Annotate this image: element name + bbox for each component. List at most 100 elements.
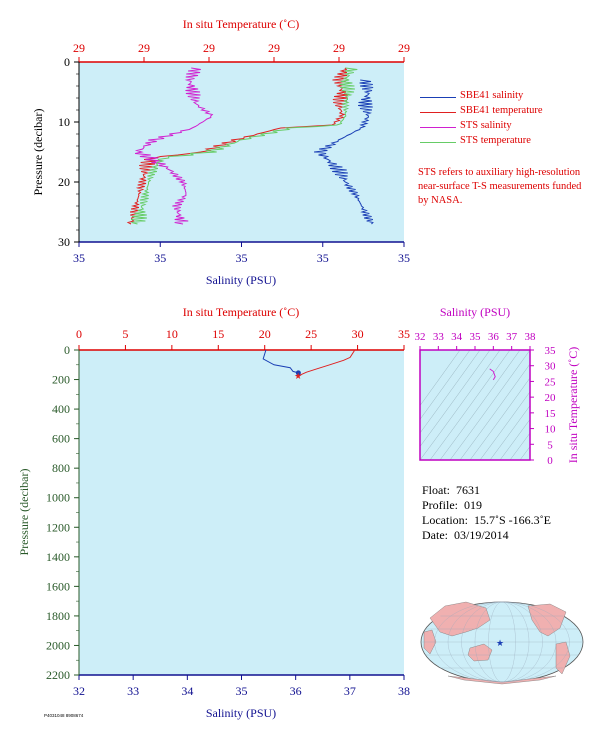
- salinity-end-marker: [295, 370, 301, 376]
- legend-swatch-sts-salinity: [420, 127, 456, 128]
- main-panel: In situ Temperature (˚C) 0 5 10 15 20 25 30 35 …: [17, 305, 410, 720]
- ts-density-contours: [420, 350, 530, 460]
- series-line-sbe41-salinity: [314, 79, 374, 225]
- salinity-tick-label: 35: [73, 251, 85, 265]
- ts-temp-tick-label: 20: [545, 392, 557, 404]
- series-line-sts-salinity: [134, 67, 214, 225]
- float-info: Float: 7631 Profile: 019 Location: 15.7˚…: [422, 483, 551, 543]
- date-label: Date:: [422, 528, 448, 542]
- ts-profile-line: [489, 368, 496, 381]
- density-contour: [420, 350, 471, 420]
- ts-salinity-tick-label: 37: [506, 331, 518, 343]
- temp-tick-label: 29: [333, 41, 345, 55]
- ts-salinity-tick-label: 33: [433, 331, 445, 343]
- salinity-tick-label: 32: [73, 684, 85, 698]
- main-panel-salinity-tick-labels: 32 33 34 35 36 37 38: [73, 684, 410, 698]
- ts-panel: Salinity (PSU) 32 33 34 35 36 37 38 0 5 10 15 20 25…: [415, 305, 581, 467]
- main-panel-ticks: [74, 345, 405, 680]
- density-contour: [420, 350, 461, 406]
- top-panel-temp-axis-title: In situ Temperature (˚C): [183, 17, 300, 31]
- legend-label: SBE41 salinity: [460, 90, 524, 101]
- location-row: Location: 15.7˚S -166.3˚E: [422, 513, 551, 528]
- legend-swatch-sts-temperature: [420, 142, 456, 143]
- legend-item: STS temperature: [418, 135, 543, 150]
- legend-item: SBE41 salinity: [418, 90, 543, 105]
- main-panel-pressure-axis-title: Pressure (decibar): [17, 469, 31, 556]
- ts-salinity-tick-label: 34: [451, 331, 463, 343]
- salinity-tick-label: 37: [344, 684, 356, 698]
- temp-tick-label: 25: [305, 327, 317, 341]
- location-label: Location:: [422, 513, 468, 527]
- ts-temp-tick-label: 10: [545, 424, 557, 436]
- temp-tick-label: 29: [73, 41, 85, 55]
- series-line-salinity: [262, 349, 299, 374]
- pressure-tick-label: 1400: [46, 550, 70, 564]
- ts-panel-temp-tick-labels: 0 5 10 15 20 25 30 35: [545, 345, 557, 467]
- main-panel-temp-tick-labels: 0 5 10 15 20 25 30 35: [76, 327, 410, 341]
- salinity-tick-label: 33: [127, 684, 139, 698]
- top-panel-pressure-tick-labels: 0 10 20 30: [58, 55, 70, 249]
- pressure-tick-label: 1800: [46, 609, 70, 623]
- top-panel-salinity-axis-title: Salinity (PSU): [206, 273, 276, 287]
- ts-temp-tick-label: 15: [545, 408, 557, 420]
- ts-plot-area: [420, 350, 530, 460]
- date-row: Date: 03/19/2014: [422, 528, 551, 543]
- legend-swatch-sbe41-temperature: [420, 112, 456, 113]
- top-panel-temp-tick-labels: 29 29 29 29 29 29: [73, 41, 410, 55]
- density-contour: [420, 350, 501, 460]
- top-panel: In situ Temperature (˚C) 29 29 29 29 29 29 0 1…: [31, 17, 410, 287]
- footer-code: P4031048 8908674: [44, 713, 84, 718]
- temp-tick-label: 10: [166, 327, 178, 341]
- temp-tick-label: 29: [268, 41, 280, 55]
- ts-temp-tick-label: 0: [547, 455, 553, 467]
- pressure-tick-label: 1600: [46, 579, 70, 593]
- temp-tick-label: 29: [203, 41, 215, 55]
- float-label: Float:: [422, 483, 451, 497]
- map-land-south-america: [555, 641, 571, 675]
- temp-tick-label: 0: [76, 327, 82, 341]
- main-panel-pressure-tick-labels: 0 200 400 600 800 1000 1200 1400 1600 1800 2000 220…: [46, 343, 70, 682]
- series-line-temperature: [297, 349, 356, 377]
- location-value: 15.7˚S -166.3˚E: [473, 513, 551, 527]
- legend-label: STS salinity: [460, 120, 512, 131]
- density-contour: [499, 419, 530, 460]
- temp-tick-label: 29: [138, 41, 150, 55]
- ts-panel-series: [489, 368, 496, 381]
- pressure-tick-label: 800: [52, 461, 70, 475]
- salinity-tick-label: 35: [154, 251, 166, 265]
- pressure-tick-label: 200: [52, 373, 70, 387]
- float-value: 7631: [456, 483, 481, 497]
- top-panel-series: [126, 67, 374, 225]
- main-panel-salinity-axis-title: Salinity (PSU): [206, 706, 276, 720]
- temp-tick-label: 30: [352, 327, 364, 341]
- map-float-location-marker: ★: [496, 638, 504, 648]
- date-value: 03/19/2014: [454, 528, 509, 542]
- salinity-tick-label: 38: [398, 684, 410, 698]
- ts-temp-tick-label: 5: [547, 439, 553, 451]
- pressure-tick-label: 600: [52, 432, 70, 446]
- map-land-asia: [429, 601, 491, 637]
- ts-salinity-tick-label: 32: [415, 331, 426, 343]
- ts-salinity-tick-label: 35: [470, 331, 482, 343]
- ts-salinity-tick-label: 38: [525, 331, 537, 343]
- ts-temp-tick-label: 30: [545, 361, 557, 373]
- pressure-tick-label: 2000: [46, 638, 70, 652]
- ts-panel-salinity-tick-labels: 32 33 34 35 36 37 38: [415, 331, 537, 343]
- pressure-tick-label: 400: [52, 402, 70, 416]
- sts-note: STS refers to auxiliary high-resolution …: [418, 167, 582, 206]
- temp-tick-label: 5: [122, 327, 128, 341]
- density-contour: [469, 377, 530, 460]
- legend: SBE41 salinity SBE41 temperature STS sal…: [418, 90, 543, 150]
- temp-tick-label: 20: [259, 327, 271, 341]
- pressure-tick-label: 30: [58, 235, 70, 249]
- density-contour: [509, 432, 530, 460]
- density-contour: [429, 350, 511, 460]
- top-panel-ticks: [74, 57, 405, 247]
- ts-panel-temp-axis-title: In situ Temperature (˚C): [566, 347, 580, 464]
- density-contour: [479, 391, 530, 460]
- profile-value: 019: [464, 498, 482, 512]
- pressure-tick-label: 1000: [46, 491, 70, 505]
- float-row: Float: 7631: [422, 483, 551, 498]
- top-plot-area: [79, 62, 404, 242]
- temp-tick-label: 15: [212, 327, 224, 341]
